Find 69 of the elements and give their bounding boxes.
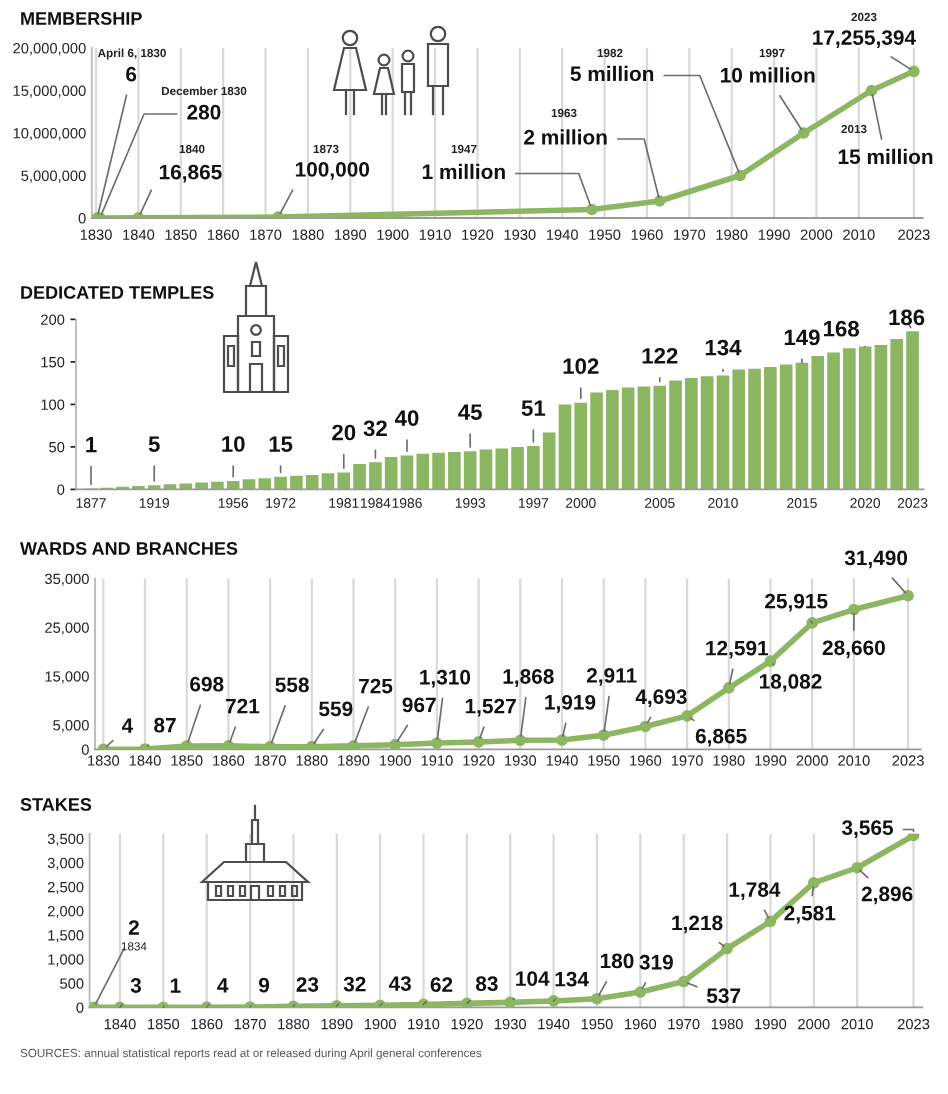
data-label: 559: [319, 701, 353, 717]
chart-title: WARDS AND BRANCHES: [20, 542, 238, 555]
data-label: 134: [555, 971, 589, 987]
chart-title: DEDICATED TEMPLES: [21, 286, 214, 299]
data-label: 4: [121, 718, 134, 733]
data-label: 2: [128, 920, 139, 935]
data-label: 15 million: [838, 148, 933, 165]
data-label: 1: [170, 978, 181, 993]
data-label: 721: [225, 698, 260, 714]
data-label: 186: [889, 309, 925, 326]
data-label: 2 million: [524, 129, 607, 145]
data-label: 62: [430, 977, 453, 992]
data-label: 2,896: [861, 886, 913, 905]
data-label: 20: [332, 424, 356, 441]
data-label: 45: [458, 404, 482, 420]
data-label: 1 million: [422, 163, 505, 180]
data-label: 28,660: [822, 640, 885, 659]
data-label: 17,255,394: [813, 30, 916, 48]
data-label: 725: [359, 678, 393, 694]
data-label: 40: [394, 410, 419, 426]
data-label: 1,527: [465, 698, 516, 717]
data-label: 1,868: [503, 669, 554, 687]
data-label: 104: [516, 971, 550, 986]
data-label: 967: [402, 697, 436, 713]
data-label: 18,082: [759, 674, 822, 692]
data-label: 25,915: [765, 593, 828, 612]
data-label: 6,865: [695, 728, 747, 747]
data-label: 558: [275, 677, 309, 693]
chart-title: STAKES: [20, 798, 92, 811]
data-label: 10: [222, 436, 245, 452]
data-label: 32: [343, 976, 366, 992]
data-label: 319: [639, 954, 673, 970]
data-label: 1,218: [672, 915, 723, 934]
data-label: 4,693: [635, 689, 687, 708]
data-label: 1,310: [420, 669, 471, 688]
data-label: 51: [521, 400, 546, 417]
data-label: 280: [187, 104, 221, 120]
data-label: 2,581: [784, 905, 836, 924]
data-label: 1,919: [545, 694, 596, 713]
data-label: 100,000: [295, 161, 370, 180]
data-label: 4: [217, 978, 229, 993]
data-label: 83: [475, 976, 498, 992]
data-label: 12,591: [706, 640, 769, 659]
data-label: 180: [600, 953, 634, 969]
data-label: 16,865: [159, 164, 222, 183]
data-label: 5: [148, 436, 160, 452]
data-label: 6: [126, 66, 137, 82]
chart-title: MEMBERSHIP: [21, 12, 142, 25]
data-label: 537: [706, 988, 741, 1004]
data-label: 10 million: [721, 67, 815, 83]
data-label: 134: [705, 339, 742, 356]
data-label: 3,565: [841, 820, 894, 839]
data-label: 1,784: [729, 882, 781, 900]
data-label: 1: [86, 437, 97, 453]
data-label: 87: [154, 717, 176, 733]
data-label: 5 million: [570, 65, 654, 82]
data-label: 15: [269, 436, 293, 453]
data-label: 32: [363, 420, 387, 437]
data-label: 43: [388, 976, 411, 991]
data-label: 3: [130, 978, 141, 993]
data-label: 9: [258, 977, 270, 993]
data-label: 149: [784, 329, 820, 346]
data-label: 122: [642, 347, 678, 364]
data-label: 31,490: [844, 550, 908, 569]
data-label: 2,911: [586, 668, 637, 686]
data-label: 698: [190, 676, 224, 692]
data-label: 102: [563, 358, 599, 375]
data-label: 23: [296, 977, 319, 992]
data-label: 168: [824, 320, 859, 337]
